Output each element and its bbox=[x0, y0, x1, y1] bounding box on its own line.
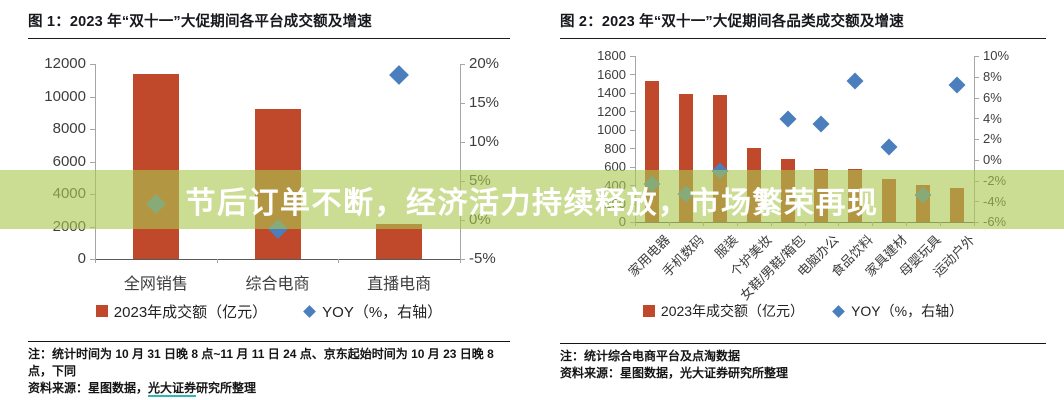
figure2-notes: 注：统计综合电商平台及点淘数据 资料来源：星图数据，光大证券研究所整理 bbox=[560, 348, 1046, 382]
y-axis-right-label: 4% bbox=[983, 110, 1002, 126]
y-axis-left-label: 1000 bbox=[597, 122, 626, 138]
legend-item-yoy: YOY（%，右轴） bbox=[303, 301, 443, 322]
x-category-label: 综合电商 bbox=[245, 276, 310, 293]
x-axis bbox=[95, 259, 460, 261]
y-axis-right-tick bbox=[974, 97, 979, 99]
legend-yoy-label: YOY（%，右轴） bbox=[322, 303, 443, 321]
source-link[interactable]: 光大证券 bbox=[148, 381, 197, 398]
x-axis-tick bbox=[460, 259, 461, 263]
figure2-title-underline bbox=[560, 38, 1046, 39]
y-axis-right-tick bbox=[974, 118, 979, 120]
figure2-title: 图 2：2023 年“双十一”大促期间各品类成交额及增速 bbox=[560, 14, 904, 30]
figure1-legend: 2023年成交额（亿元） YOY（%，右轴） bbox=[28, 301, 510, 321]
y-axis-right-tick bbox=[460, 64, 465, 65]
legend-item-yoy: YOY（%，右轴） bbox=[832, 301, 964, 321]
y-axis-right-tick bbox=[460, 259, 465, 260]
y-axis-left-tick bbox=[630, 111, 635, 113]
y-axis-left-tick bbox=[90, 161, 95, 163]
yoy-diamond bbox=[948, 76, 966, 94]
y-axis-left-label: 1800 bbox=[597, 48, 626, 64]
yoy-diamond bbox=[779, 110, 797, 128]
y-axis-left bbox=[95, 64, 96, 259]
y-axis-left-tick bbox=[90, 129, 95, 130]
y-axis-left-tick bbox=[630, 148, 635, 150]
figure2-source-line: 资料来源：星图数据，光大证券研究所整理 bbox=[560, 366, 789, 381]
figure2-notes-divider bbox=[560, 343, 1046, 344]
x-axis-tick bbox=[338, 259, 340, 263]
y-axis-right-label: 2% bbox=[983, 131, 1002, 147]
figure1-notes-divider bbox=[28, 341, 510, 342]
y-axis-right-tick bbox=[974, 56, 979, 57]
y-axis-right bbox=[460, 64, 461, 259]
y-axis-right-tick bbox=[974, 76, 979, 78]
figure2-note-text: 注：统计综合电商平台及点淘数据 bbox=[560, 349, 741, 363]
yoy-diamond bbox=[880, 138, 898, 156]
yoy-diamond-icon bbox=[832, 304, 845, 318]
yoy-diamond bbox=[389, 65, 410, 85]
headline-banner: 节后订单不断，经济活力持续释放，市场繁荣再现 bbox=[0, 170, 1064, 229]
figure1-notes: 注：统计时间为 10 月 31 日晚 8 点~11 月 11 日 24 点、京东… bbox=[28, 346, 510, 398]
gmv-bar bbox=[132, 73, 179, 259]
gmv-bar bbox=[376, 224, 423, 259]
yoy-diamond bbox=[846, 72, 864, 90]
y-axis-right-label: 0% bbox=[983, 152, 1002, 168]
y-axis-right-label: 10% bbox=[983, 48, 1010, 64]
legend-gmv-label: 2023年成交额（亿元） bbox=[113, 303, 268, 321]
y-axis-right-tick bbox=[974, 139, 979, 140]
y-axis-right-label: 10% bbox=[469, 133, 500, 151]
y-axis-left-tick bbox=[630, 166, 635, 168]
y-axis-right-label: 15% bbox=[469, 94, 500, 112]
headline-text: 节后订单不断，经济活力持续释放，市场繁荣再现 bbox=[185, 186, 879, 220]
source-suffix: 研究所整理 bbox=[196, 381, 257, 396]
y-axis-right-label: 6% bbox=[983, 89, 1002, 105]
y-axis-left bbox=[635, 56, 636, 222]
y-axis-right-tick bbox=[974, 159, 979, 161]
y-axis-left-label: 0 bbox=[77, 250, 86, 268]
legend-item-gmv: 2023年成交额（亿元） bbox=[95, 301, 268, 322]
y-axis-right-label: 8% bbox=[983, 69, 1002, 85]
yoy-diamond bbox=[812, 115, 830, 133]
x-axis-tick bbox=[216, 259, 218, 263]
source-prefix: 资料来源：星图数据， bbox=[28, 381, 149, 396]
yoy-diamond-icon bbox=[303, 304, 317, 318]
y-axis-left-label: 800 bbox=[604, 140, 626, 156]
y-axis-left-label: 6000 bbox=[52, 152, 86, 170]
legend-gmv-label: 2023年成交额（亿元） bbox=[660, 303, 805, 319]
y-axis-left-tick bbox=[630, 56, 635, 57]
x-category-label: 全网销售 bbox=[123, 276, 188, 293]
x-axis-tick bbox=[95, 259, 96, 263]
figure1-note-text: 注：统计时间为 10 月 31 日晚 8 点~11 月 11 日 24 点、京东… bbox=[28, 347, 494, 379]
figure1-title-underline bbox=[28, 38, 510, 39]
y-axis-left-label: 10000 bbox=[44, 87, 86, 105]
x-category-label: 直播电商 bbox=[367, 276, 432, 293]
figure1-title: 图 1：2023 年“双十一”大促期间各平台成交额及增速 bbox=[28, 14, 372, 30]
y-axis-right-label: -5% bbox=[469, 250, 496, 268]
y-axis-left-label: 8000 bbox=[52, 120, 86, 138]
y-axis-right-tick bbox=[460, 142, 465, 143]
y-axis-right-label: 20% bbox=[469, 55, 500, 73]
y-axis-left-tick bbox=[90, 259, 95, 260]
y-axis-left-label: 1400 bbox=[597, 85, 626, 101]
bar-swatch-icon bbox=[642, 305, 655, 317]
y-axis-left-tick bbox=[630, 92, 635, 94]
legend-item-gmv: 2023年成交额（亿元） bbox=[642, 301, 805, 321]
y-axis-left-label: 1600 bbox=[597, 66, 626, 82]
y-axis-left-label: 1200 bbox=[597, 103, 626, 119]
y-axis-left-tick bbox=[630, 74, 635, 76]
y-axis-right-tick bbox=[460, 103, 465, 104]
y-axis-left-tick bbox=[630, 129, 635, 131]
bar-swatch-icon bbox=[95, 305, 108, 317]
y-axis-left-tick bbox=[90, 64, 95, 65]
y-axis-left-label: 12000 bbox=[44, 55, 86, 73]
legend-yoy-label: YOY（%，右轴） bbox=[851, 303, 964, 319]
figure1-source-line: 资料来源：星图数据，光大证券研究所整理 bbox=[28, 380, 510, 398]
y-axis-left-tick bbox=[90, 96, 95, 98]
figure2-legend: 2023年成交额（亿元） YOY（%，右轴） bbox=[560, 301, 1046, 321]
